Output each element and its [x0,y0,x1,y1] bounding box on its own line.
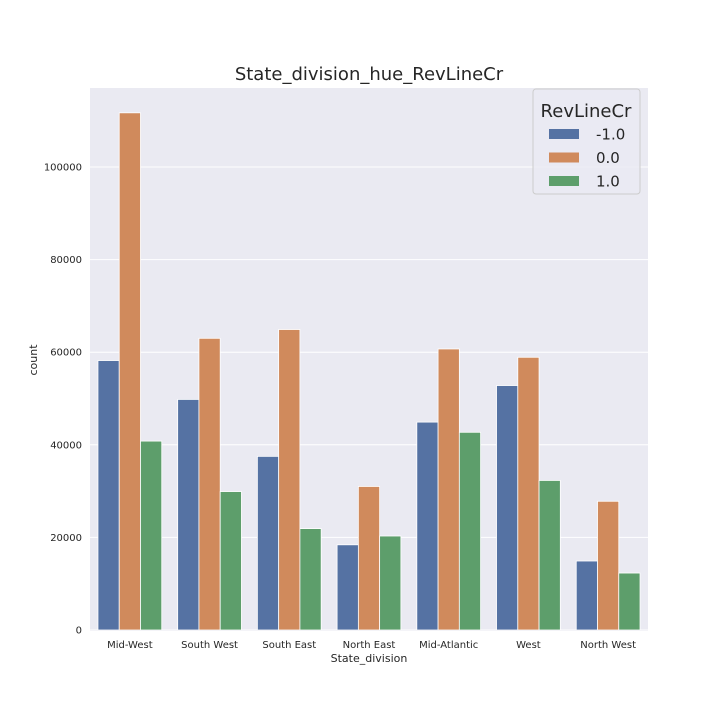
bar-zero [278,329,301,631]
legend-swatch [549,176,579,186]
bar-neg1 [416,421,439,631]
chart-title: State_division_hue_RevLineCr [235,64,504,85]
bar-pos1 [140,440,163,631]
legend-swatch [549,152,579,163]
bar-neg1 [256,455,280,631]
y-tick-label: 20000 [50,533,82,544]
x-tick-label: North East [343,640,396,651]
bar-zero [437,348,460,631]
x-tick-label: North West [580,640,636,651]
bar-zero [198,337,221,631]
legend-items: -1.0 0.0 1.0 [549,126,625,191]
y-axis-ticks: 0 20000 40000 60000 80000 100000 [44,163,82,637]
bar-zero [517,356,540,631]
bar-neg1 [177,399,200,631]
x-tick-label: Mid-West [107,640,153,651]
bars-group [97,112,641,631]
y-tick-label: 0 [76,626,82,637]
x-tick-label: South East [262,640,316,651]
x-axis-label: State_division [331,652,408,665]
y-tick-label: 80000 [50,255,82,266]
y-axis-label: count [27,344,40,376]
x-axis-ticks: Mid-West South West South East North East Mi… [107,640,636,651]
bar-pos1 [299,528,322,631]
bar-pos1 [538,480,561,631]
x-tick-label: South West [181,640,238,651]
bar-pos1 [379,535,402,631]
legend-label: 1.0 [596,173,620,191]
x-tick-label: Mid-Atlantic [419,640,478,651]
legend: RevLineCr -1.0 0.0 1.0 [532,88,641,195]
legend-label: -1.0 [596,126,625,144]
bar-pos1 [219,491,242,631]
x-tick-label: West [516,640,541,651]
bar-neg1 [97,360,120,631]
legend-title: RevLineCr [541,101,633,122]
bar-neg1 [336,544,359,631]
bar-zero [357,486,381,631]
bar-zero [118,112,141,631]
bar-pos1 [618,572,641,631]
bar-neg1 [575,560,598,631]
bar-neg1 [496,385,519,631]
bar-zero [597,500,620,631]
legend-swatch [549,129,579,139]
legend-label: 0.0 [596,149,620,167]
bar-pos1 [458,431,482,631]
legend-box [532,88,641,195]
y-tick-label: 60000 [50,348,82,359]
y-tick-label: 100000 [44,163,82,174]
y-tick-label: 40000 [50,440,82,451]
